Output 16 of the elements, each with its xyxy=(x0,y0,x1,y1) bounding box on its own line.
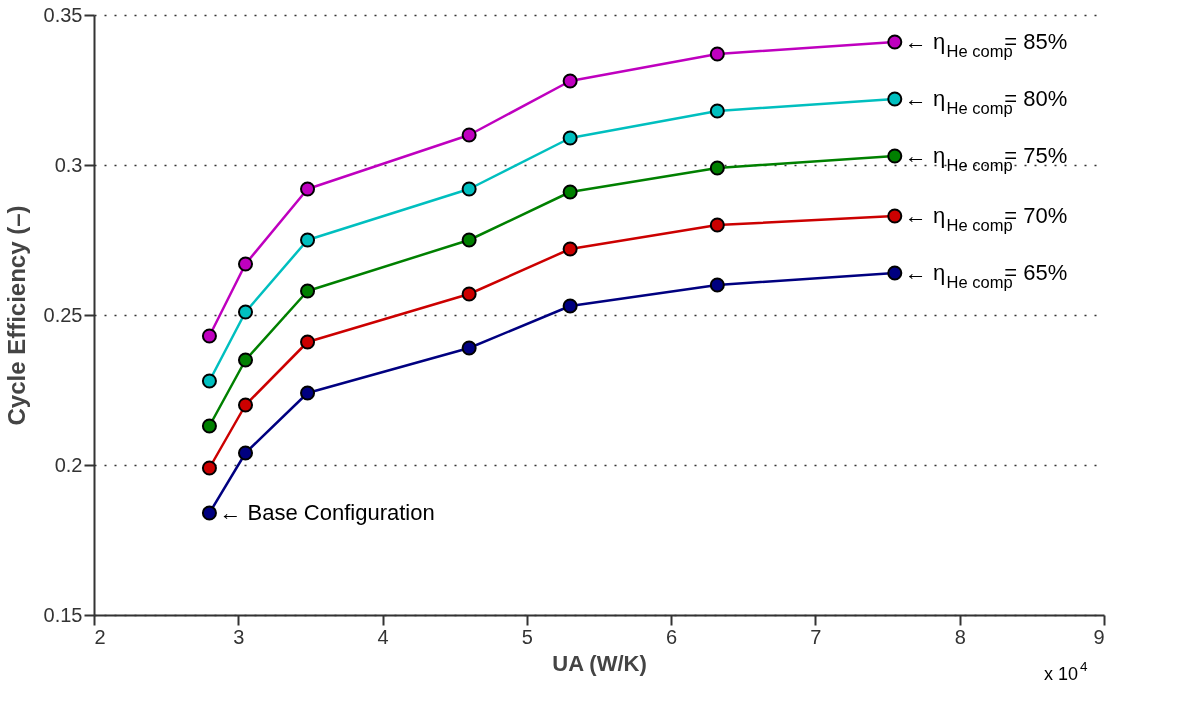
x-tick-label: 3 xyxy=(233,625,245,648)
x-tick-label: 7 xyxy=(810,625,822,648)
x-tick-label: 5 xyxy=(521,625,533,648)
y-tick-label: 0.2 xyxy=(54,453,83,476)
x-tick-label: 9 xyxy=(1093,625,1105,648)
y-tick-label: 0.3 xyxy=(54,153,83,176)
x-tick-label: 8 xyxy=(954,625,966,648)
x-tick-label: 2 xyxy=(94,625,106,648)
y-axis-title: Cycle Efficiency (–) xyxy=(2,205,30,426)
y-tick-label: 0.35 xyxy=(43,3,83,26)
y-tick-label: 0.25 xyxy=(43,303,83,326)
x-tick-label: 6 xyxy=(666,625,678,648)
annotation: ← Base Configuration xyxy=(219,500,435,525)
y-tick-label: 0.15 xyxy=(43,603,83,626)
x-axis-title: UA (W/K) xyxy=(552,650,647,676)
x-tick-label: 4 xyxy=(377,625,389,648)
